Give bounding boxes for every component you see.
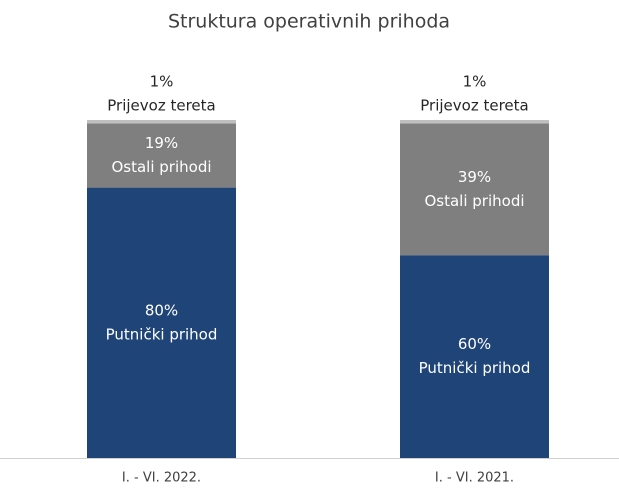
data-label: 60% [458,335,491,353]
bar-segment [87,187,236,458]
segment-name: Ostali prihodi [111,158,211,176]
bar-segment [400,120,549,124]
bar-segment [87,123,236,188]
x-tick-label: I. - VI. 2022. [122,471,201,486]
data-label: 1% [463,73,487,91]
segment-name: Putnički prihod [419,359,531,377]
segment-name: Prijevoz tereta [420,97,528,115]
segment-name: Prijevoz tereta [107,97,215,115]
data-label: 19% [145,134,178,152]
data-label: 80% [145,301,178,319]
bar-segment [87,120,236,124]
data-label: 1% [150,73,174,91]
data-label: 39% [458,168,491,186]
bar-segment [400,123,549,256]
segment-name: Putnički prihod [106,325,218,343]
segment-name: Ostali prihodi [424,192,524,210]
x-tick-label: I. - VI. 2021. [435,471,514,486]
chart-title: Struktura operativnih prihoda [168,11,450,33]
bar-segment [400,255,549,458]
